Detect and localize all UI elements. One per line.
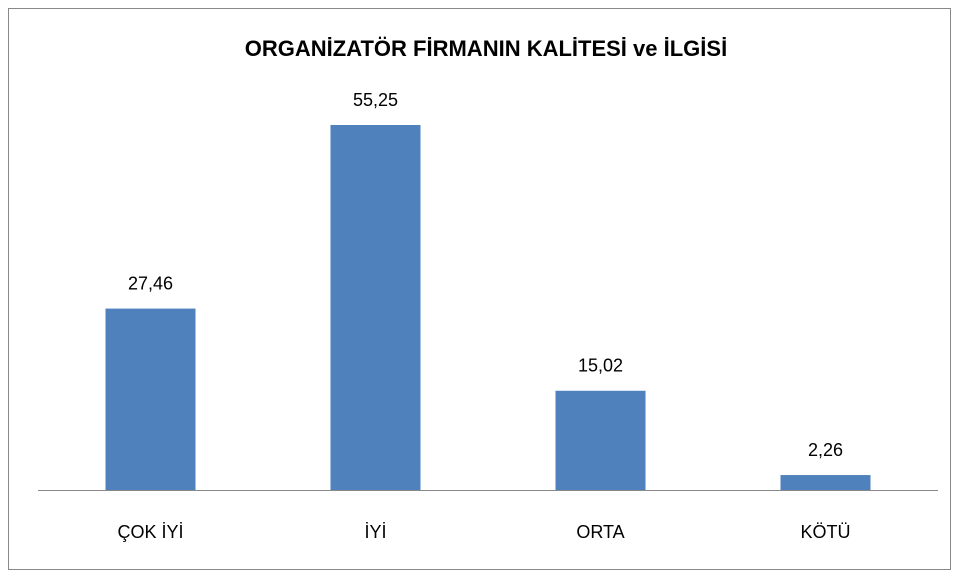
x-tick-label: ORTA: [576, 522, 624, 542]
bar: [555, 390, 646, 490]
value-label: 15,02: [578, 356, 623, 376]
x-tick-label: ÇOK İYİ: [117, 522, 183, 542]
value-label: 2,26: [808, 440, 843, 460]
bar: [105, 308, 196, 490]
chart-title: ORGANİZATÖR FİRMANIN KALİTESİ ve İLGİSİ: [245, 36, 727, 61]
value-label: 55,25: [353, 90, 398, 110]
x-tick-label: KÖTÜ: [800, 522, 850, 542]
value-label: 27,46: [128, 273, 173, 293]
bar: [780, 475, 871, 490]
bar: [330, 125, 421, 490]
x-tick-label: İYİ: [364, 522, 386, 542]
